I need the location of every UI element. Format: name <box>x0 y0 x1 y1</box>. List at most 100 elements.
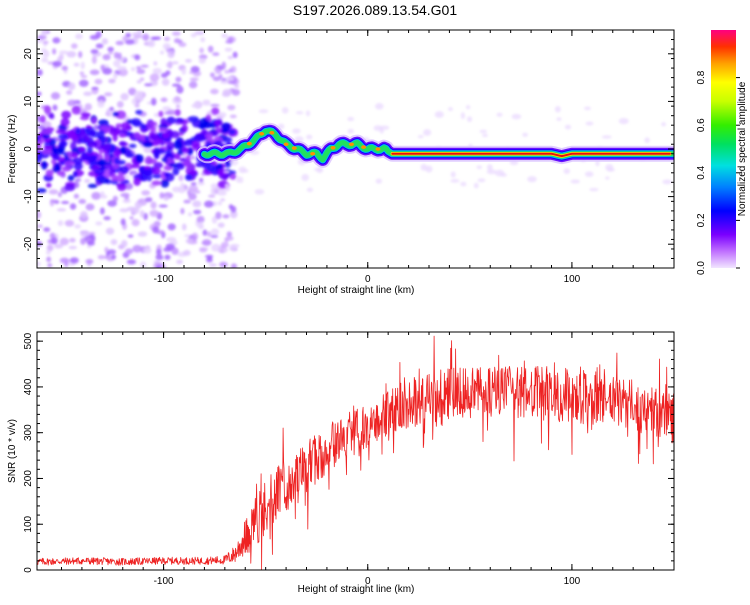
noise-band-blob <box>216 163 224 170</box>
noise-blob <box>102 67 113 75</box>
noise-band-blob <box>169 130 180 139</box>
noise-blob <box>136 80 142 84</box>
noise-band-blob <box>189 169 198 175</box>
noise-band-blob <box>205 132 214 140</box>
noise-blob <box>122 199 131 204</box>
noise-blob <box>136 68 146 75</box>
noise-blob <box>167 223 176 231</box>
noise-band-blob <box>71 106 81 115</box>
noise-band-blob <box>205 164 217 173</box>
noise-band-blob <box>143 168 153 176</box>
noise-band-blob <box>95 175 107 182</box>
noise-blob <box>225 40 233 44</box>
noise-blob <box>163 36 171 42</box>
sparse-blob <box>460 181 467 187</box>
noise-blob <box>192 200 202 208</box>
noise-blob <box>110 239 118 245</box>
colorbar-label: Normalized spectral amplitude <box>737 81 748 216</box>
noise-blob <box>171 61 179 65</box>
noise-blob <box>118 68 128 77</box>
sparse-blob <box>477 178 486 183</box>
noise-blob <box>232 51 238 59</box>
noise-blob <box>125 248 134 255</box>
sparse-blob <box>527 176 537 183</box>
noise-band-blob <box>168 163 179 168</box>
noise-band-blob <box>117 159 126 165</box>
noise-band-blob <box>43 105 52 115</box>
noise-blob <box>147 39 156 48</box>
spectrogram-y-tick-label: -20 <box>23 237 34 252</box>
noise-blob <box>152 81 158 86</box>
noise-band-blob <box>115 123 123 128</box>
noise-blob <box>97 100 105 108</box>
noise-band-blob <box>94 169 105 175</box>
snr-axes: -100 0 100 0 100 200 300 400 500 <box>23 331 675 587</box>
noise-blob <box>152 67 162 75</box>
noise-blob <box>42 49 50 58</box>
sparse-blob <box>375 178 382 184</box>
noise-blob <box>73 193 79 199</box>
noise-blob <box>171 31 181 36</box>
noise-blob <box>164 111 173 115</box>
sparse-blob <box>570 179 581 184</box>
noise-blob <box>100 191 105 198</box>
sparse-blob <box>479 129 488 134</box>
noise-blob <box>122 36 128 42</box>
snr-panel: -100 0 100 0 100 200 300 400 500 Height of strai… <box>7 331 675 595</box>
sparse-blob <box>661 122 666 127</box>
noise-blob <box>164 254 171 260</box>
noise-blob <box>162 43 171 50</box>
noise-blob <box>187 212 193 217</box>
sparse-blob <box>240 169 249 173</box>
noise-band-blob <box>37 155 42 164</box>
sparse-blob <box>347 128 354 134</box>
noise-blob <box>37 224 43 229</box>
noise-blob <box>107 200 118 207</box>
sparse-blob <box>425 165 433 173</box>
sparse-blob <box>305 110 311 117</box>
noise-blob <box>150 97 157 106</box>
noise-blob <box>37 210 42 219</box>
noise-blob <box>202 229 208 236</box>
noise-band-blob <box>177 149 184 156</box>
noise-band-blob <box>143 141 154 148</box>
noise-blob <box>85 203 95 211</box>
sparse-blob <box>460 112 465 120</box>
noise-band-blob <box>211 107 220 115</box>
sparse-blob <box>258 109 269 114</box>
noise-blob <box>42 121 52 129</box>
noise-blob <box>88 231 96 236</box>
noise-blob <box>43 227 51 232</box>
snr-x-tick-label: 100 <box>564 576 581 587</box>
sparse-blob <box>605 176 610 180</box>
noise-band-blob <box>53 147 64 156</box>
noise-band-blob <box>86 146 93 155</box>
noise-blob <box>211 243 221 252</box>
noise-band-blob <box>113 150 122 156</box>
noise-blob <box>160 97 168 103</box>
colorbar-tick-label: 0.0 <box>696 261 707 275</box>
noise-blob <box>141 190 151 196</box>
ridge-hotspot <box>310 151 316 156</box>
noise-band-blob <box>151 166 161 175</box>
sparse-blob <box>585 121 594 126</box>
noise-blob <box>223 248 229 252</box>
noise-band-blob <box>138 165 146 173</box>
noise-blob <box>185 238 194 244</box>
sparse-blob <box>450 171 456 178</box>
noise-blob <box>91 86 99 90</box>
noise-blob <box>159 50 165 55</box>
noise-blob <box>217 222 225 228</box>
noise-blob <box>212 76 221 82</box>
snr-background <box>37 332 674 570</box>
noise-band-blob <box>185 155 191 162</box>
spectrogram-y-tick-label: -10 <box>23 189 34 204</box>
noise-blob <box>89 69 100 76</box>
noise-blob <box>140 64 149 68</box>
noise-band-blob <box>161 132 170 139</box>
noise-blob <box>121 239 128 248</box>
noise-blob <box>127 234 134 238</box>
noise-blob <box>69 257 79 264</box>
ridge-hotspot <box>283 142 289 147</box>
